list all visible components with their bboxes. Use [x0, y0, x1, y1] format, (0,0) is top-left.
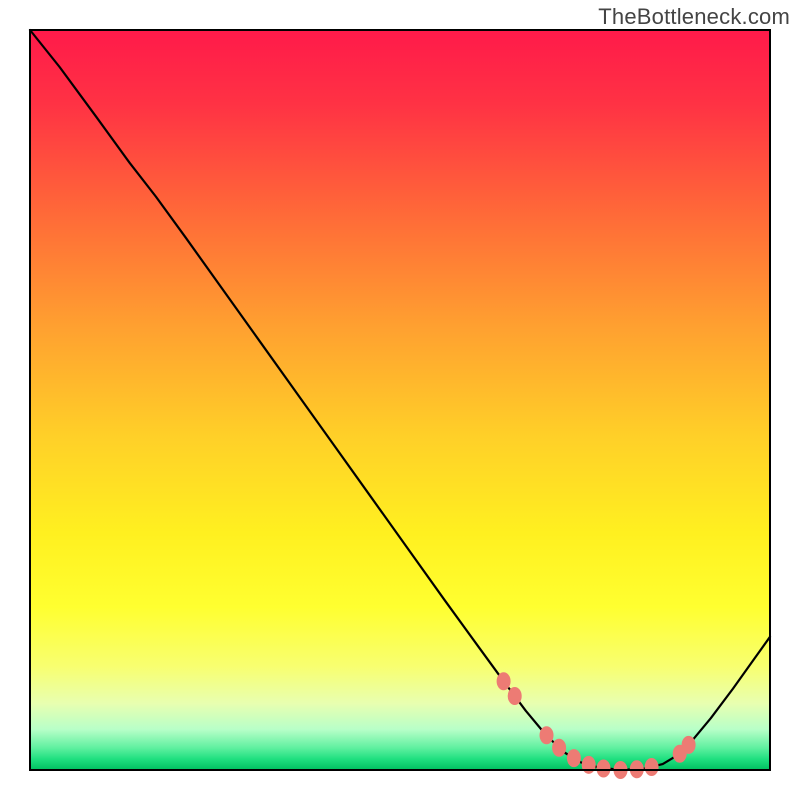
data-marker — [552, 739, 566, 757]
bottleneck-chart — [0, 0, 800, 800]
data-marker — [567, 749, 581, 767]
watermark-text: TheBottleneck.com — [598, 4, 790, 30]
data-marker — [582, 756, 596, 774]
chart-container: { "watermark": { "text": "TheBottleneck.… — [0, 0, 800, 800]
data-marker — [645, 758, 659, 776]
gradient-background — [30, 30, 770, 770]
data-marker — [497, 672, 511, 690]
data-marker — [508, 687, 522, 705]
data-marker — [540, 726, 554, 744]
data-marker — [597, 760, 611, 778]
data-marker — [682, 736, 696, 754]
